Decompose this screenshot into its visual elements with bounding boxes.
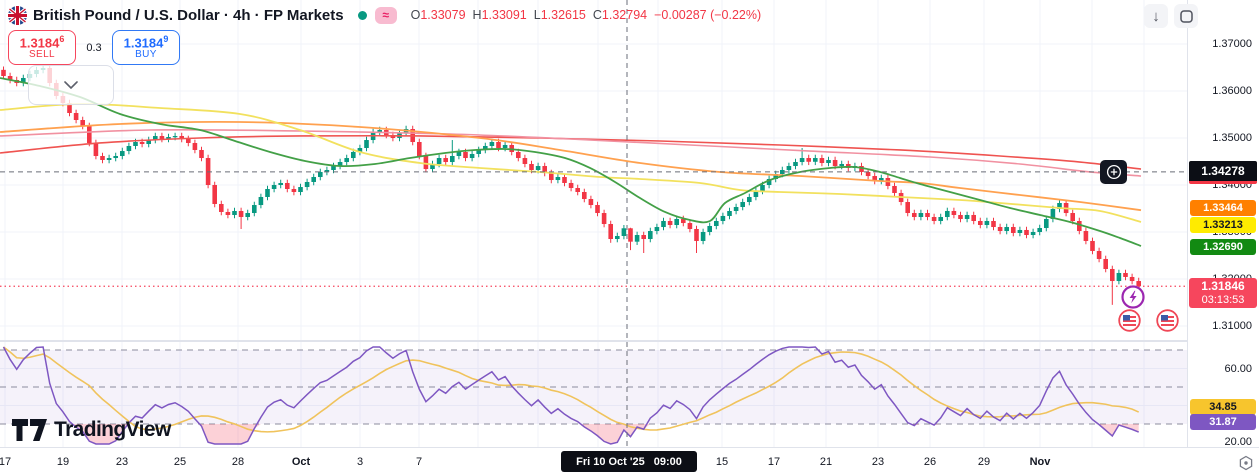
bar-countdown: 03:13:53: [1201, 293, 1245, 306]
rsi-ma-line: [3, 346, 1140, 433]
buy-price: 1.3184: [123, 35, 164, 51]
symbol-title[interactable]: British Pound / U.S. Dollar · 4h · FP Ma…: [33, 6, 344, 24]
chevron-down-icon: [64, 81, 78, 89]
crosshair-time: 09:00: [653, 455, 682, 468]
ma-orange: [0, 120, 1142, 212]
tradingview-logo[interactable]: TradingView: [12, 418, 171, 442]
collapse-trade-panel-button[interactable]: [28, 65, 114, 105]
time-tick-label: Nov: [1029, 456, 1051, 468]
spread-value: 0.3: [86, 41, 102, 54]
ma-pink: [0, 128, 1142, 177]
market-event-button[interactable]: [1121, 285, 1145, 314]
approx-delayed-icon[interactable]: ≈: [374, 6, 397, 24]
tradingview-logo-text: TradingView: [54, 418, 171, 441]
ohlc-close-label: C: [592, 8, 602, 22]
crosshair-price-label: 1.34278: [1189, 160, 1257, 184]
ohlc-open-value: 1.33079: [420, 8, 466, 22]
time-axis[interactable]: Fri 10 Oct '25 09:00 17 19 23 25 28 Oct 3 7 15 17…: [0, 447, 1259, 476]
sell-price-pip: 6: [59, 33, 65, 44]
price-tick-label: 1.36000: [1212, 85, 1252, 97]
ma-price-label: 1.32690: [1190, 238, 1256, 255]
time-tick-label: 23: [115, 456, 129, 468]
rsi-ma-label: 34.85: [1190, 399, 1256, 416]
gbp-flag-icon: [8, 5, 27, 25]
ohlc-low-value: 1.32615: [540, 8, 586, 22]
add-alert-plus-icon: [1106, 164, 1121, 180]
economic-event-button-1[interactable]: [1118, 309, 1141, 337]
rsi-line: [2, 346, 1139, 445]
chart-toolbar: ↓: [1144, 4, 1198, 28]
sell-button[interactable]: 1.31846 SELL: [8, 30, 76, 65]
us-flag-event-icon: [1156, 309, 1179, 332]
last-price-value: 1.31846: [1201, 279, 1245, 294]
rsi-tick-label: 20.00: [1224, 435, 1252, 448]
crosshair-time-label: Fri 10 Oct '25 09:00: [561, 451, 697, 472]
ohlc-change: −0.00287 (−0.22%): [654, 8, 762, 22]
tradingview-logo-icon: [12, 419, 47, 441]
us-flag-event-icon: [1118, 309, 1141, 332]
time-tick-label: 28: [231, 456, 245, 468]
ohlc-high-label: H: [472, 8, 482, 22]
time-tick-label: 3: [356, 456, 364, 468]
price-tick-label: 1.37000: [1212, 38, 1252, 50]
price-scale[interactable]: 1.370001.360001.350001.340001.330001.320…: [1187, 0, 1259, 448]
time-tick-label: 23: [871, 456, 885, 468]
time-tick-label: 26: [923, 456, 937, 468]
ohlc-legend: O1.33079 H1.33091 L1.32615 C1.32794 −0.0…: [411, 8, 762, 22]
sell-price: 1.3184: [19, 35, 60, 51]
economic-event-button-2[interactable]: [1156, 309, 1179, 337]
add-alert-button[interactable]: [1100, 160, 1127, 184]
last-price-label: 1.31846 03:13:53: [1189, 278, 1257, 309]
time-tick-label: 7: [415, 456, 423, 468]
ma-green: [0, 77, 1142, 247]
time-tick-label: 17: [0, 456, 12, 468]
trade-widget: 1.31846 SELL 0.3 1.31849 BUY: [8, 30, 180, 65]
event-lightning-icon: [1121, 285, 1145, 309]
chart-canvas[interactable]: [0, 0, 1187, 447]
time-axis-settings-button[interactable]: [1238, 455, 1254, 471]
buy-price-pip: 9: [163, 33, 169, 44]
price-tick-label: 1.35000: [1212, 132, 1252, 144]
ma-price-label: 1.33213: [1190, 216, 1256, 233]
rsi-tick-label: 60.00: [1224, 362, 1252, 375]
market-open-dot[interactable]: [357, 10, 367, 20]
buy-button[interactable]: 1.31849 BUY: [112, 30, 180, 65]
hexagon-dot-icon: [1239, 455, 1253, 471]
ohlc-low-label: L: [533, 8, 541, 22]
buy-label: BUY: [135, 48, 157, 60]
ohlc-open-label: O: [410, 8, 421, 22]
sell-label: SELL: [28, 48, 56, 60]
crosshair-date: Fri 10 Oct '25: [576, 455, 645, 468]
download-button[interactable]: ↓: [1144, 4, 1168, 28]
download-icon: ↓: [1152, 7, 1160, 25]
time-tick-label: 29: [977, 456, 991, 468]
fullscreen-icon: [1179, 9, 1193, 23]
fullscreen-button[interactable]: [1174, 4, 1198, 28]
time-tick-label: 17: [767, 456, 781, 468]
time-tick-label: 19: [56, 456, 70, 468]
rsi-value-label: 31.87: [1190, 413, 1256, 430]
symbol-header: British Pound / U.S. Dollar · 4h · FP Ma…: [8, 4, 761, 26]
time-tick-label: Oct: [291, 456, 311, 468]
time-tick-label: 25: [173, 456, 187, 468]
ohlc-close-value: 1.32794: [601, 8, 648, 22]
time-tick-label: 21: [819, 456, 833, 468]
time-tick-label: 15: [715, 456, 729, 468]
ma-price-label: 1.33464: [1190, 200, 1256, 217]
price-tick-label: 1.31000: [1212, 320, 1252, 332]
ohlc-high-value: 1.33091: [481, 8, 527, 22]
